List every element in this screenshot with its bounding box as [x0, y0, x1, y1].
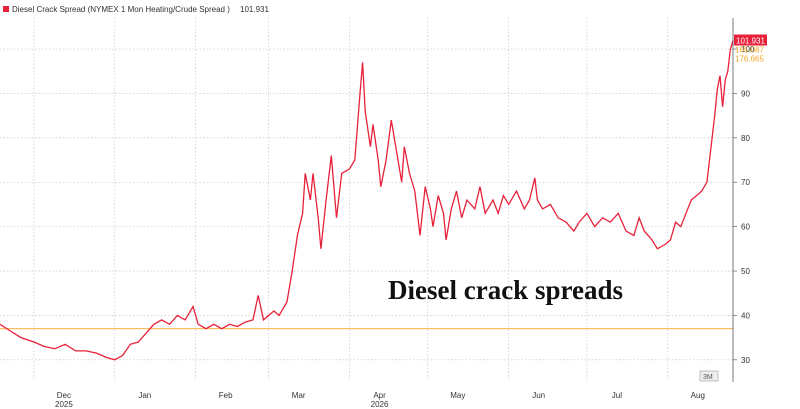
x-tick-label: Jan — [138, 391, 151, 400]
x-tick-label: Jul — [612, 391, 622, 400]
series-line — [0, 40, 734, 361]
legend-swatch — [3, 6, 9, 12]
ma-label-1: 165.087 — [735, 46, 764, 55]
x-tick-label: Feb — [219, 391, 233, 400]
x-tick-label: Dec — [57, 391, 71, 400]
x-tick-label: May — [450, 391, 465, 400]
y-tick-label: 30 — [741, 356, 750, 365]
legend: Diesel Crack Spread (NYMEX 1 Mon Heating… — [3, 5, 269, 14]
x-tick-year-label: 2025 — [55, 400, 73, 409]
y-tick-label: 70 — [741, 178, 750, 187]
last-value-tag-text: 101.931 — [736, 37, 765, 46]
y-tick-label: 40 — [741, 311, 750, 320]
y-tick-label: 100 — [741, 45, 755, 54]
y-tick-label: 60 — [741, 223, 750, 232]
range-selector-label: 3M — [703, 374, 713, 381]
y-tick-label: 50 — [741, 267, 750, 276]
last-value-tag: 101.931 — [734, 34, 767, 46]
ma-label-2: 176.665 — [735, 55, 764, 64]
last-value-tag-box — [734, 34, 767, 46]
x-tick-year-label: 2026 — [371, 400, 389, 409]
legend-label: Diesel Crack Spread (NYMEX 1 Mon Heating… — [12, 5, 230, 14]
x-tick-label: Mar — [292, 391, 306, 400]
y-tick-label: 90 — [741, 89, 750, 98]
x-tick-label: Aug — [691, 391, 705, 400]
x-tick-label: Apr — [373, 391, 386, 400]
grid — [0, 18, 733, 382]
range-selector[interactable]: 3M — [699, 370, 719, 382]
overlay-title: Diesel crack spreads — [388, 275, 623, 305]
range-selector-box[interactable] — [699, 370, 719, 382]
y-axis-ticks: 30 40 50 60 70 80 90 100 — [733, 45, 755, 365]
y-tick-label: 80 — [741, 134, 750, 143]
legend-value: 101.931 — [240, 5, 269, 14]
x-tick-label: Jun — [532, 391, 545, 400]
